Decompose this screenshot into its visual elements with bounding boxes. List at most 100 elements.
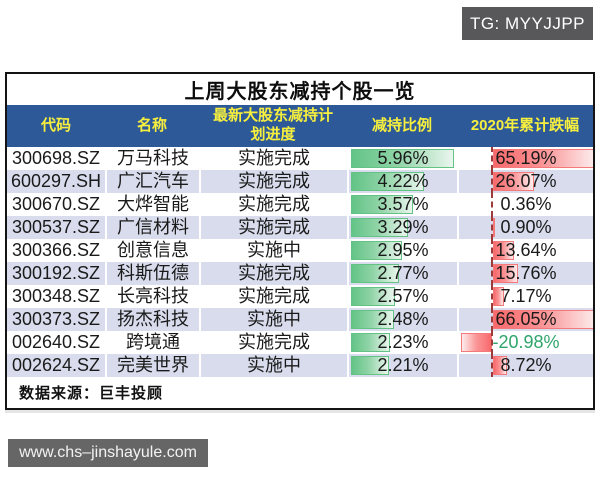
zero-axis-line bbox=[491, 285, 493, 308]
reduction-ratio-cell: 2.23% bbox=[347, 331, 457, 354]
stock-name-cell: 大烨智能 bbox=[105, 193, 199, 216]
reduction-table-panel: 上周大股东减持个股一览 代码 名称 最新大股东减持计划进度 减持比例 2020年… bbox=[5, 72, 595, 410]
reduction-ratio-cell: 2.77% bbox=[347, 262, 457, 285]
plan-progress: 实施中 bbox=[247, 355, 301, 375]
decline-data-bar bbox=[493, 241, 514, 260]
reduction-data-bar bbox=[351, 195, 413, 214]
table-row: 300366.SZ 创意信息 实施中 2.95% 13.64% bbox=[7, 239, 593, 262]
stock-name-cell: 完美世界 bbox=[105, 354, 199, 377]
decline-data-bar bbox=[493, 149, 593, 168]
stock-code: 300366.SZ bbox=[11, 240, 101, 260]
stock-code: 300192.SZ bbox=[11, 263, 101, 283]
reduction-ratio-cell: 5.96% bbox=[347, 147, 457, 170]
reduction-ratio-cell: 3.29% bbox=[347, 216, 457, 239]
reduction-ratio-value: 3.57% bbox=[377, 194, 429, 214]
table-header-row: 代码 名称 最新大股东减持计划进度 减持比例 2020年累计跌幅 bbox=[7, 105, 593, 147]
column-header-2020-decline: 2020年累计跌幅 bbox=[470, 116, 580, 134]
decline-data-bar bbox=[493, 218, 495, 237]
reduction-ratio-cell: 4.22% bbox=[347, 170, 457, 193]
decline-value: -20.98% bbox=[492, 332, 560, 352]
decline-cell: -20.98% bbox=[457, 331, 593, 354]
zero-axis-line bbox=[491, 331, 493, 354]
stock-name: 跨境通 bbox=[126, 332, 180, 352]
stock-code-cell: 300698.SZ bbox=[7, 147, 105, 170]
decline-data-bar bbox=[493, 310, 593, 329]
reduction-ratio-value: 2.48% bbox=[377, 309, 429, 329]
reduction-ratio-cell: 2.48% bbox=[347, 308, 457, 331]
plan-progress-cell: 实施完成 bbox=[199, 147, 347, 170]
decline-value: 0.90% bbox=[500, 217, 552, 237]
table-row: 300373.SZ 扬杰科技 实施中 2.48% 66.05% bbox=[7, 308, 593, 331]
plan-progress: 实施完成 bbox=[238, 148, 310, 168]
decline-value: 0.36% bbox=[500, 194, 552, 214]
website-watermark-badge: www.chs–jinshayule.com bbox=[8, 439, 208, 467]
reduction-ratio-value: 2.95% bbox=[377, 240, 429, 260]
reduction-ratio-value: 5.96% bbox=[377, 148, 429, 168]
stock-name: 创意信息 bbox=[117, 240, 189, 260]
stock-name: 万马科技 bbox=[117, 148, 189, 168]
table-row: 300537.SZ 广信材料 实施完成 3.29% 0.90% bbox=[7, 216, 593, 239]
plan-progress: 实施完成 bbox=[238, 332, 310, 352]
table-row: 002624.SZ 完美世界 实施中 2.21% 8.72% bbox=[7, 354, 593, 377]
table-row: 300192.SZ 科斯伍德 实施完成 2.77% 15.76% bbox=[7, 262, 593, 285]
plan-progress: 实施完成 bbox=[238, 217, 310, 237]
plan-progress-cell: 实施完成 bbox=[199, 193, 347, 216]
decline-cell: 8.72% bbox=[457, 354, 593, 377]
stock-code-cell: 300192.SZ bbox=[7, 262, 105, 285]
decline-cell: 15.76% bbox=[457, 262, 593, 285]
reduction-data-bar bbox=[351, 310, 394, 329]
reduction-ratio-value: 2.77% bbox=[377, 263, 429, 283]
decline-cell: 0.36% bbox=[457, 193, 593, 216]
table-body: 300698.SZ 万马科技 实施完成 5.96% 65.19% 600297.… bbox=[7, 147, 593, 377]
stock-code: 002640.SZ bbox=[11, 332, 101, 352]
reduction-data-bar bbox=[351, 287, 395, 306]
plan-progress: 实施完成 bbox=[238, 194, 310, 214]
stock-code: 300373.SZ bbox=[11, 309, 101, 329]
decline-cell: 65.19% bbox=[457, 147, 593, 170]
zero-axis-line bbox=[491, 147, 493, 170]
stock-name: 扬杰科技 bbox=[117, 309, 189, 329]
plan-progress-cell: 实施完成 bbox=[199, 285, 347, 308]
decline-cell: 0.90% bbox=[457, 216, 593, 239]
stock-name-cell: 扬杰科技 bbox=[105, 308, 199, 331]
reduction-ratio-cell: 2.57% bbox=[347, 285, 457, 308]
zero-axis-line bbox=[491, 262, 493, 285]
table-row: 002640.SZ 跨境通 实施完成 2.23% -20.98% bbox=[7, 331, 593, 354]
table-title: 上周大股东减持个股一览 bbox=[7, 74, 593, 105]
column-header-code: 代码 bbox=[40, 116, 71, 134]
plan-progress-cell: 实施中 bbox=[199, 354, 347, 377]
stock-name-cell: 万马科技 bbox=[105, 147, 199, 170]
plan-progress-cell: 实施中 bbox=[199, 308, 347, 331]
stock-name-cell: 长亮科技 bbox=[105, 285, 199, 308]
reduction-ratio-cell: 3.57% bbox=[347, 193, 457, 216]
plan-progress: 实施中 bbox=[247, 240, 301, 260]
plan-progress-cell: 实施完成 bbox=[199, 331, 347, 354]
plan-progress-cell: 实施完成 bbox=[199, 262, 347, 285]
reduction-ratio-cell: 2.95% bbox=[347, 239, 457, 262]
zero-axis-line bbox=[491, 308, 493, 331]
zero-axis-line bbox=[491, 193, 493, 216]
stock-code-cell: 300366.SZ bbox=[7, 239, 105, 262]
stock-code-cell: 300670.SZ bbox=[7, 193, 105, 216]
stock-code: 300698.SZ bbox=[11, 148, 101, 168]
stock-name: 大烨智能 bbox=[117, 194, 189, 214]
stock-name: 科斯伍德 bbox=[117, 263, 189, 283]
stock-name: 长亮科技 bbox=[117, 286, 189, 306]
decline-data-bar bbox=[461, 333, 492, 352]
reduction-data-bar bbox=[351, 218, 408, 237]
plan-progress-cell: 实施完成 bbox=[199, 216, 347, 239]
stock-name-cell: 跨境通 bbox=[105, 331, 199, 354]
column-header-reduction-ratio: 减持比例 bbox=[371, 116, 432, 134]
table-row: 600297.SH 广汇汽车 实施完成 4.22% 26.07% bbox=[7, 170, 593, 193]
stock-name-cell: 广信材料 bbox=[105, 216, 199, 239]
decline-value: 7.17% bbox=[500, 286, 552, 306]
stock-code-cell: 002640.SZ bbox=[7, 331, 105, 354]
plan-progress: 实施完成 bbox=[238, 171, 310, 191]
stock-code-cell: 002624.SZ bbox=[7, 354, 105, 377]
telegram-watermark-text: TG: MYYJJPP bbox=[469, 13, 586, 33]
reduction-data-bar bbox=[351, 333, 390, 352]
decline-data-bar bbox=[493, 287, 504, 306]
decline-cell: 26.07% bbox=[457, 170, 593, 193]
decline-value: 13.64% bbox=[495, 240, 557, 260]
